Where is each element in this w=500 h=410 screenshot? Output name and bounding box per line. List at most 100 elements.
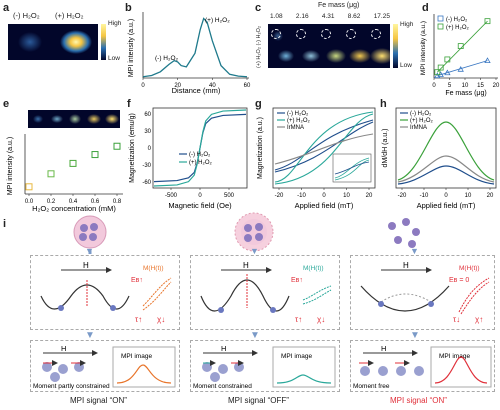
- image-label: MPI image: [281, 353, 312, 360]
- panel-b-xlabel: Distance (mm): [172, 86, 221, 95]
- panel-f-ytick-label: -60: [142, 180, 151, 186]
- panel-h-curve-plus: [397, 121, 495, 181]
- panel-e-xlabel: H₂O₂ concentration (mM): [32, 204, 116, 213]
- panel-h-tick-label: 0: [444, 193, 448, 199]
- mh-label: M(H(t)): [143, 265, 164, 272]
- field-label: H: [381, 344, 386, 353]
- arrow-down-icon: ▼: [250, 330, 260, 341]
- panel-h-legend-0: (-) H₂O₂: [410, 111, 432, 117]
- panel-e-point: [25, 183, 33, 191]
- panel-e-point: [91, 151, 99, 159]
- panel-d-point-plus: [434, 69, 441, 76]
- panel-f-ytick-label: 30: [144, 129, 151, 135]
- panel-e-tick-label: 0.6: [91, 199, 100, 205]
- image-label: MPI image: [121, 353, 152, 360]
- panel-b-tick-label: 60: [244, 83, 251, 89]
- panel-c-colorbar: [393, 24, 398, 68]
- nanoparticle-cluster-2: [234, 212, 274, 252]
- panel-b-label: b: [125, 2, 132, 14]
- panel-c-mpi-image: [268, 24, 390, 68]
- tau-label: τ↑: [135, 315, 142, 324]
- panel-g-tick-label: 0: [322, 193, 326, 199]
- panel-e-ylabel: MPI intensity (a.u.): [7, 137, 14, 195]
- panel-f-xlabel: Magnetic field (Oe): [168, 201, 232, 210]
- moment-label: Moment partly constrained: [33, 383, 110, 390]
- scheme-1-moment-box: H Moment partly constrained MPI image: [30, 340, 180, 392]
- panel-h-label: h: [380, 98, 387, 110]
- panel-g-tick-label: 10: [343, 193, 350, 199]
- panel-g-tick-label: -10: [297, 193, 306, 199]
- panel-e-tick-label: 0.8: [113, 199, 122, 205]
- panel-h-tick-label: -10: [420, 193, 429, 199]
- panel-d-point-minus: [484, 57, 491, 63]
- panel-a-plus-label: (+) H₂O₂: [55, 11, 84, 20]
- panel-f-curve-plus: [153, 109, 247, 187]
- scheme-2-moment-box: H Moment constrained MPI image: [190, 340, 340, 392]
- panel-h-legend-2: IrMNA: [410, 125, 427, 131]
- panel-d-point-plus: [484, 18, 491, 25]
- fe-value: 8.62: [347, 13, 361, 20]
- chi-label: χ↓: [317, 315, 325, 324]
- mh-label: M(H(t)): [303, 265, 324, 272]
- panel-e-point: [113, 142, 121, 150]
- moment-diagram: H Moment partly constrained MPI image: [33, 344, 176, 390]
- arrow-down-icon: ▼: [410, 246, 419, 256]
- panel-g-loop-irmna: [274, 133, 374, 165]
- panel-a-minus-label: (-) H₂O₂: [13, 11, 40, 20]
- panel-c-high: High: [400, 21, 414, 28]
- field-label: H: [83, 261, 89, 270]
- panel-d-xlabel: Fe mass (μg): [445, 90, 486, 97]
- panel-d-point-plus: [437, 64, 444, 71]
- panel-d-tick-label: 5: [448, 83, 452, 89]
- panel-d-tick-label: 10: [462, 83, 469, 89]
- image-label: MPI image: [439, 353, 470, 360]
- panel-b-ann-plus: (+) H₂O₂: [205, 17, 230, 24]
- panel-g-loop-plus: [274, 111, 374, 185]
- panel-e-mpi-strip: [28, 110, 120, 128]
- energy-barrier-diagram: H Eʙ↑ M(H(t)) τ↑ χ↓: [200, 261, 332, 324]
- panel-d-tick-label: 20: [493, 83, 500, 89]
- panel-c-fe-values: 1.08 2.16 4.31 8.62 17.25: [270, 13, 390, 23]
- fe-value: 4.31: [321, 13, 335, 20]
- panel-i-label: i: [3, 218, 7, 230]
- scheme-3-energy-box: H Eʙ = 0 M(H(t)) τ↓ χ↑: [350, 255, 495, 330]
- panel-a-colorbar: [101, 24, 106, 60]
- moment-diagram: H Moment constrained MPI image: [193, 344, 336, 390]
- field-label: H: [243, 261, 249, 270]
- scheme-1-signal: MPI signal “ON”: [70, 396, 127, 405]
- panel-b-ylabel: MPI intensity (a.u.): [128, 19, 135, 77]
- panel-b-chart: 0 20 40 60 MPI intensity (a.u.) Distance (m…: [128, 12, 251, 95]
- panel-f-tick-label: 500: [224, 193, 235, 199]
- nanoparticle-free: [388, 218, 420, 248]
- panel-f-ytick-label: 0: [148, 146, 152, 152]
- panel-a-high: High: [108, 20, 122, 27]
- panel-c-low: Low: [400, 62, 412, 69]
- moment-label: Moment constrained: [193, 383, 252, 390]
- panel-e-label: e: [3, 98, 10, 110]
- arrow-down-icon: ▼: [410, 330, 420, 341]
- scheme-1-energy-box: H Eʙ↑ M(H(t)) τ↑ χ↓: [30, 255, 180, 330]
- chi-label: χ↑: [475, 315, 483, 324]
- eb-label: Eʙ↑: [131, 277, 143, 284]
- panel-a-low: Low: [108, 55, 120, 62]
- panel-f-chart: -500 0 500 -60 -30 0 30 60 (-) H₂O₂ (+) H₂O₂ Ma…: [129, 107, 248, 210]
- panel-e-tick-label: 0.0: [25, 199, 34, 205]
- energy-barrier-diagram: H Eʙ↑ M(H(t)) τ↑ χ↓: [40, 261, 172, 324]
- panel-h-ylabel: dM/dH (a.u.): [382, 129, 389, 168]
- panel-f-legend-minus: (-) H₂O₂: [189, 152, 211, 158]
- panel-f-tick-label: -500: [165, 193, 178, 199]
- legend-minus-marker: [437, 15, 444, 22]
- panel-b-tick-label: 20: [174, 83, 181, 89]
- chi-label: χ↓: [157, 315, 165, 324]
- nanoparticle-cluster-1: [73, 215, 107, 254]
- scheme-2-signal: MPI signal “OFF”: [228, 396, 289, 405]
- legend-plus-marker: [437, 23, 444, 30]
- panel-b-tick-label: 40: [209, 83, 216, 89]
- field-label: H: [403, 261, 409, 270]
- tau-label: τ↑: [295, 315, 302, 324]
- panel-g-legend-2: IrMNA: [287, 125, 304, 131]
- panel-e-tick-label: 0.4: [69, 199, 78, 205]
- panel-d-fit-line: [437, 20, 488, 73]
- fe-value: 2.16: [295, 13, 309, 20]
- panel-d-label: d: [422, 2, 429, 14]
